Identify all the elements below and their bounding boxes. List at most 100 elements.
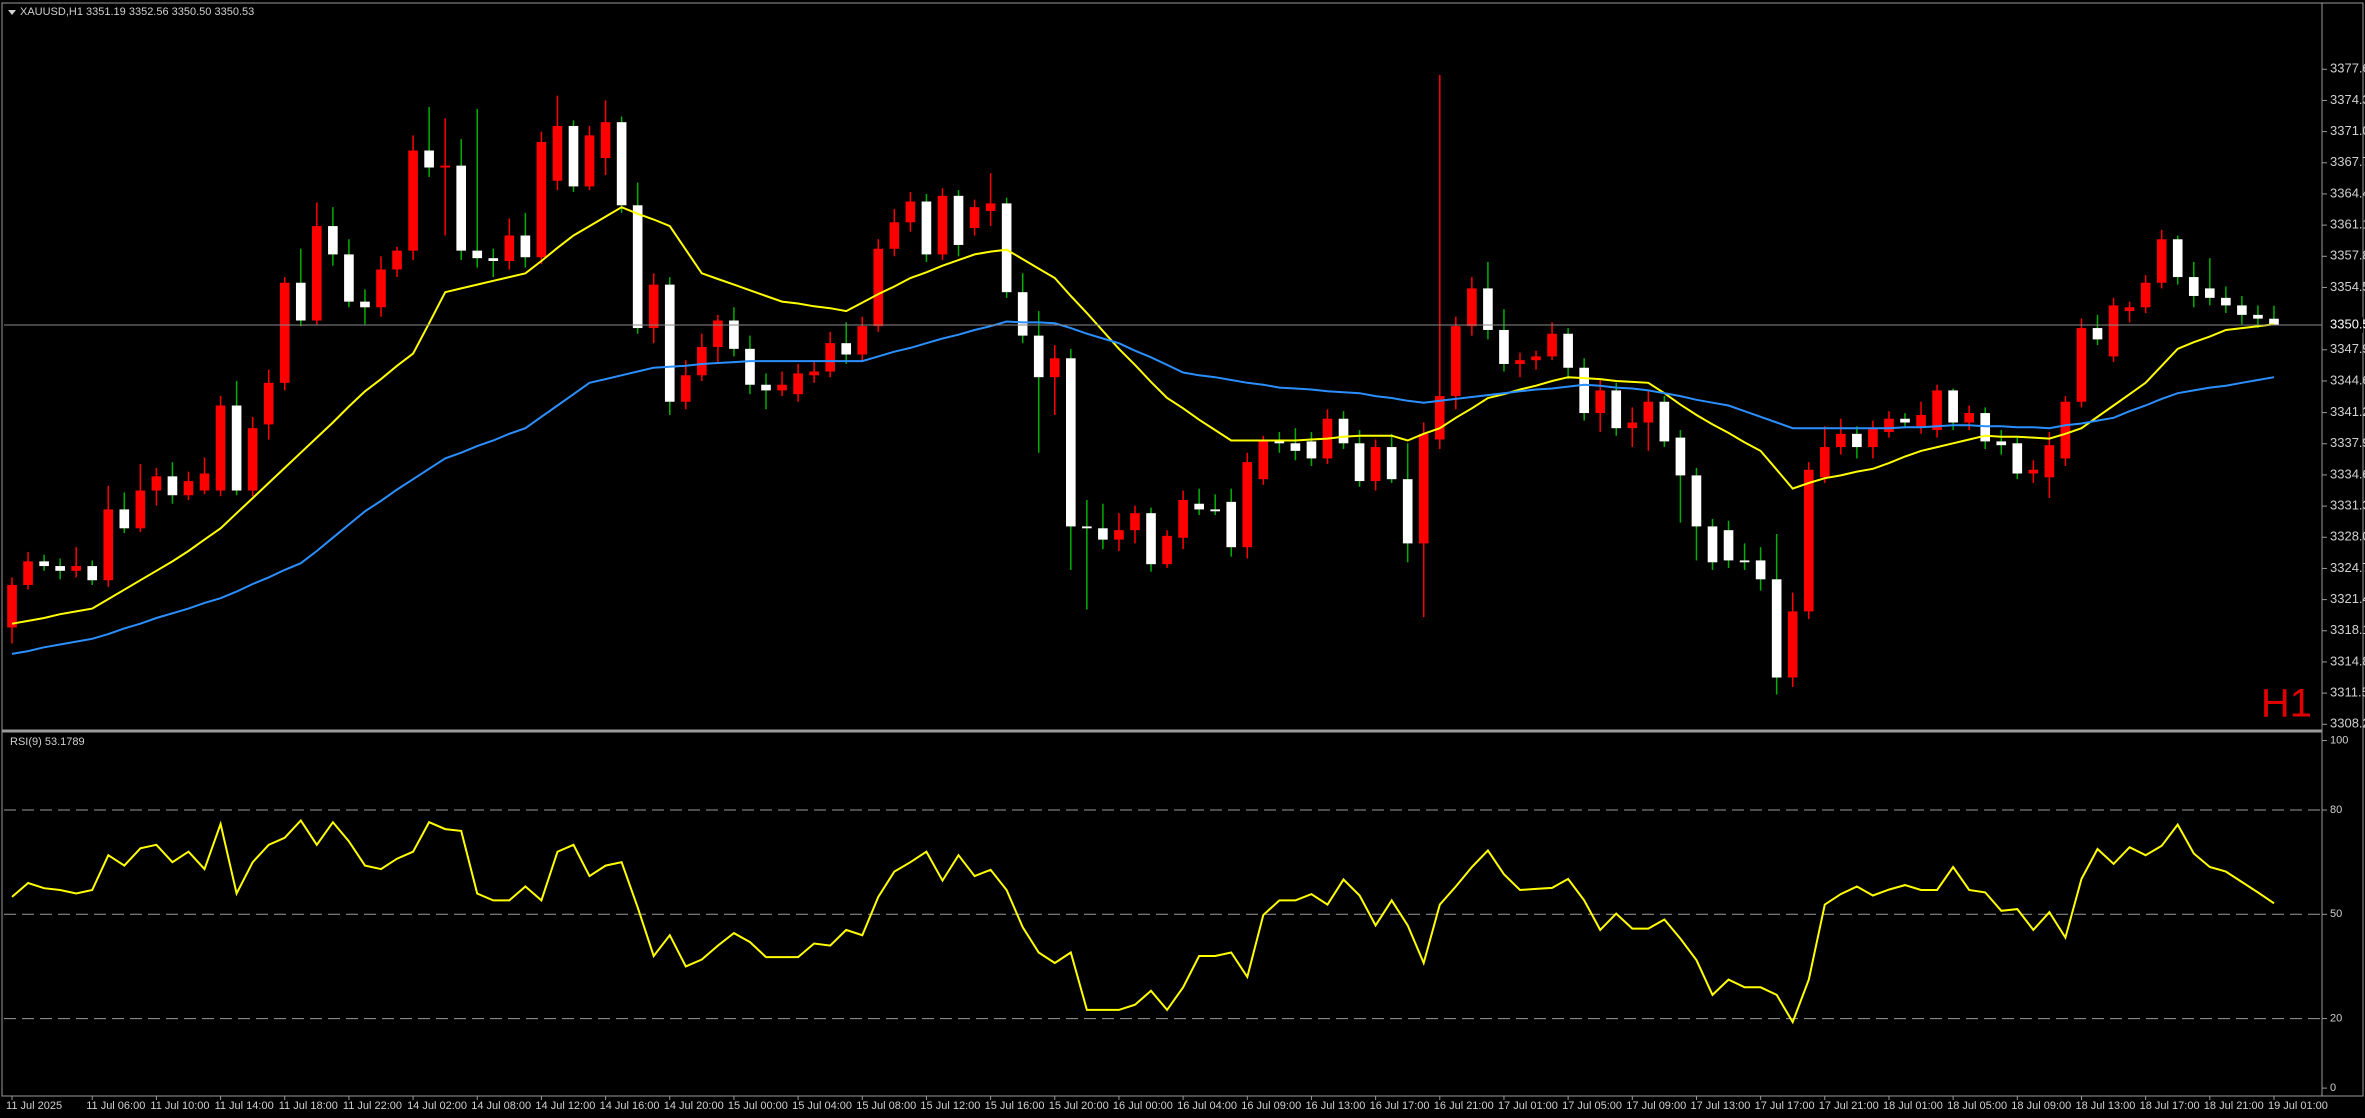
x-tick-label: 18 Jul 17:00 [2140,1100,2200,1112]
x-tick-label: 19 Jul 01:00 [2268,1100,2328,1112]
candle-body [1531,356,1541,361]
x-tick-label: 15 Jul 16:00 [985,1100,1045,1112]
x-tick-label: 17 Jul 01:00 [1498,1100,1558,1112]
candle-body [1868,428,1878,448]
candle-body [1916,414,1926,427]
candle-body [1418,433,1429,544]
y-tick-label: 3308.25 [2330,716,2365,731]
x-tick-label: 17 Jul 09:00 [1626,1100,1686,1112]
candle-body [1948,390,1958,423]
y-tick-label: 3328.05 [2330,529,2365,544]
candle-body [344,254,354,302]
candle-body [520,235,531,258]
candle-body [1306,441,1317,459]
candle-body [1033,335,1044,378]
candle-body [1611,390,1622,429]
candle-body [1771,579,1782,678]
candle-body [392,250,402,270]
x-tick-label: 16 Jul 04:00 [1177,1100,1237,1112]
candle-body [1178,499,1188,538]
candle-body [1964,413,1974,423]
candle-body [199,473,210,491]
y-tick-label: 3367.70 [2330,154,2365,169]
y-tick-label: 80 [2330,804,2342,816]
candle-body [2253,314,2263,319]
candle-body [456,165,467,251]
y-tick-label: 3334.65 [2330,466,2365,481]
candle-body [1932,390,1942,431]
x-tick-label: 14 Jul 02:00 [407,1100,467,1112]
candle-body [1370,447,1381,482]
menu-arrow[interactable] [8,10,16,15]
y-tick-label: 3337.95 [2330,435,2365,450]
candle-body [584,135,595,187]
candle-body [1787,611,1798,678]
candle-body [1852,433,1862,448]
indicator-header: RSI(9) 53.1789 [10,736,85,748]
candle-body [713,320,723,347]
candle-body [2172,239,2183,278]
x-tick-label: 18 Jul 13:00 [2075,1100,2135,1112]
x-tick-label: 16 Jul 00:00 [1113,1100,1173,1112]
candle-body [1065,358,1076,527]
candle-body [600,122,611,159]
candle-body [408,150,418,251]
candle-body [536,142,547,258]
candle-body [1707,526,1718,563]
x-tick-label: 16 Jul 13:00 [1305,1100,1365,1112]
candle-body [1643,401,1654,423]
candle-body [905,201,916,223]
candle-body [215,405,226,491]
x-tick-label: 11 Jul 10:00 [150,1100,209,1112]
candle-body [2092,328,2103,340]
y-tick-label: 3321.45 [2330,591,2365,606]
candle-body [55,566,65,571]
candle-body [568,125,579,187]
candle-body [857,326,868,355]
candle-body [1499,329,1509,364]
candle-body [1627,422,1638,429]
candle-body [1691,475,1702,527]
candle-body [472,250,483,259]
candle-body [1467,288,1477,327]
candle-body [1803,469,1814,612]
x-tick-label: 17 Jul 13:00 [1690,1100,1750,1112]
candle-body [1226,501,1237,548]
candle-body [231,405,242,491]
candle-body [263,382,274,425]
y-tick-label: 3371.00 [2330,123,2365,138]
x-tick-label: 15 Jul 20:00 [1049,1100,1109,1112]
candle-body [1130,513,1140,531]
candle-body [809,371,819,376]
candle-body [440,165,450,168]
candle-body [1162,535,1172,565]
candle-body [1098,528,1108,540]
candle-body [889,222,900,249]
x-tick-label: 18 Jul 05:00 [1947,1100,2007,1112]
candle-body [825,343,835,372]
candle-body [312,226,322,321]
x-tick-label: 15 Jul 04:00 [792,1100,852,1112]
candle-body [1675,437,1686,476]
last-price-box [2323,316,2363,333]
candle-body [1001,203,1012,293]
candle-body [1114,530,1124,540]
x-tick-label: 11 Jul 14:00 [215,1100,274,1112]
candle-body [985,203,996,211]
x-tick-label: 18 Jul 09:00 [2011,1100,2071,1112]
candle-body [424,150,434,168]
candle-body [1354,443,1365,482]
candle-body [1659,401,1670,442]
y-tick-label: 3374.30 [2330,92,2365,107]
candle-body [1146,513,1156,565]
y-tick-label: 3318.15 [2330,622,2365,637]
x-tick-label: 17 Jul 21:00 [1819,1100,1879,1112]
y-tick-label: 3331.35 [2330,498,2365,513]
x-tick-label: 18 Jul 21:00 [2204,1100,2264,1112]
candle-body [969,207,980,228]
candle-body [23,561,33,585]
candle-body [953,195,964,245]
candle-body [2188,277,2199,296]
candle-body [1579,367,1589,414]
